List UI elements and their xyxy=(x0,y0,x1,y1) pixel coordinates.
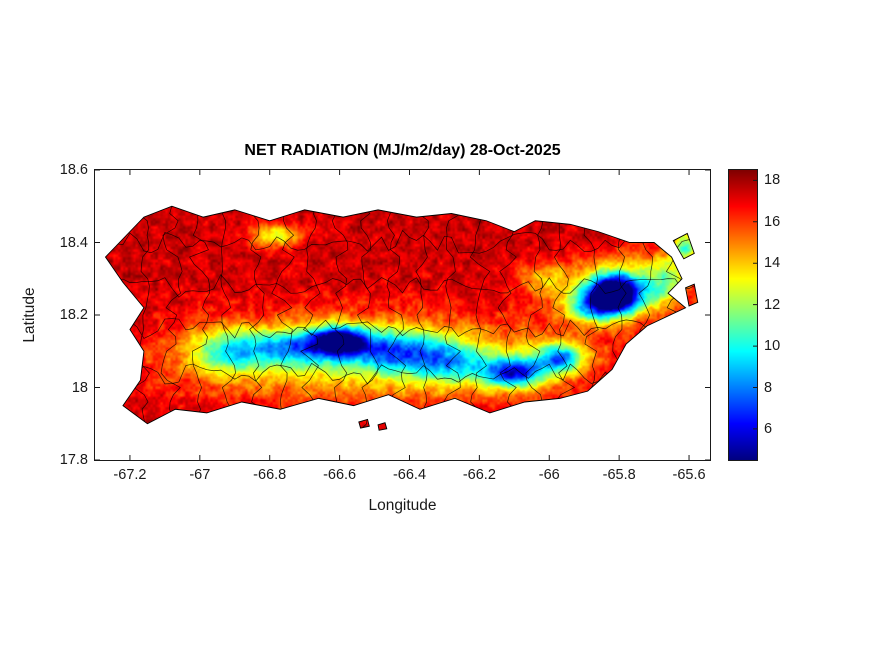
colorbar-tick-label: 18 xyxy=(764,172,781,189)
colorbar-tick-label: 12 xyxy=(764,296,781,313)
x-tick-label: -67.2 xyxy=(113,467,147,483)
y-axis-label: Latitude xyxy=(21,287,38,343)
x-tick-label: -67 xyxy=(189,467,211,483)
x-tick-label: -66.4 xyxy=(392,467,427,483)
heatmap-canvas xyxy=(95,170,710,460)
x-tick-label: -65.6 xyxy=(672,467,706,483)
y-tick-label: 18.2 xyxy=(59,307,88,323)
colorbar-tick-labels: 6 8 10 12 14 16 18 xyxy=(764,170,814,460)
y-axis-ticks: 17.8 18 18.2 18.4 18.6 xyxy=(0,162,88,468)
y-tick-label: 18 xyxy=(71,379,88,396)
colorbar-canvas xyxy=(729,170,757,460)
colorbar xyxy=(728,169,758,461)
x-tick-label: -66 xyxy=(538,467,560,483)
x-tick-label: -65.8 xyxy=(602,467,636,483)
plot-area xyxy=(94,169,711,461)
x-tick-label: -66.6 xyxy=(323,467,357,483)
x-axis-ticks: -67.2 -67 -66.8 -66.6 -66.4 -66.2 -66 -65.8 -65.… xyxy=(95,467,710,487)
x-tick-label: -66.2 xyxy=(462,467,496,483)
colorbar-tick-label: 14 xyxy=(764,255,781,272)
colorbar-tick-label: 8 xyxy=(764,379,773,396)
colorbar-tick-label: 10 xyxy=(764,338,781,355)
colorbar-tick-label: 6 xyxy=(764,420,773,437)
x-tick-label: -66.8 xyxy=(253,467,287,483)
y-tick-label: 17.8 xyxy=(59,452,88,468)
y-tick-label: 18.6 xyxy=(59,162,88,178)
chart-title: NET RADIATION (MJ/m2/day) 28-Oct-2025 xyxy=(244,142,561,159)
x-axis-label: Longitude xyxy=(368,497,437,514)
y-tick-label: 18.4 xyxy=(59,234,88,251)
colorbar-tick-label: 16 xyxy=(764,213,781,230)
